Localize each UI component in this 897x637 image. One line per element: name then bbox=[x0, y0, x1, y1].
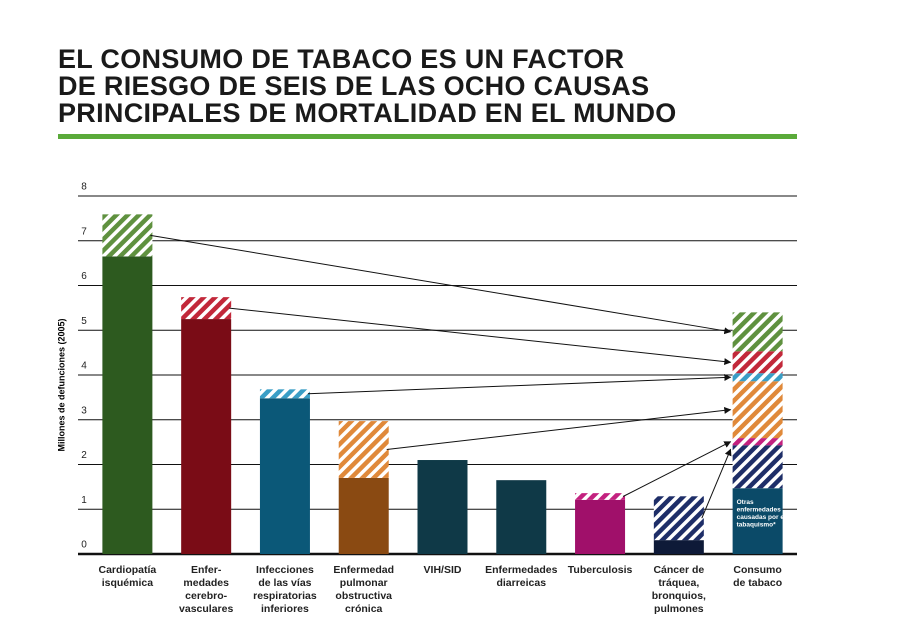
bar bbox=[102, 256, 153, 554]
x-tick-label: cerebro- bbox=[185, 590, 228, 602]
x-tick-label: Enfermedad bbox=[333, 564, 394, 576]
x-tick-label: de las vías bbox=[258, 577, 311, 589]
x-tick-label: inferiores bbox=[261, 603, 309, 615]
bar-hatched bbox=[732, 312, 783, 352]
x-tick-label: Infecciones bbox=[256, 564, 314, 576]
annotation: enfermedades bbox=[737, 506, 781, 513]
bar bbox=[653, 540, 704, 554]
x-tick-label: respiratorias bbox=[253, 590, 317, 602]
y-tick-label: 1 bbox=[81, 495, 87, 506]
bar bbox=[181, 319, 232, 554]
y-tick-label: 7 bbox=[81, 226, 87, 237]
arrow bbox=[386, 406, 732, 451]
annotation: Otras bbox=[737, 499, 754, 506]
x-tick-label: VIH/SID bbox=[424, 564, 462, 576]
x-tick-label: medades bbox=[183, 577, 229, 589]
x-tick-label: Tuberculosis bbox=[568, 564, 633, 576]
bar-hatched bbox=[338, 421, 389, 478]
x-tick-label: crónica bbox=[345, 603, 383, 615]
bar-hatched bbox=[732, 351, 783, 374]
y-tick-label: 5 bbox=[81, 316, 87, 327]
bar bbox=[496, 480, 547, 554]
x-tick-label: Cardiopatía bbox=[99, 564, 157, 576]
bar-hatched bbox=[732, 381, 783, 439]
y-tick-label: 2 bbox=[81, 450, 87, 461]
bar-hatched bbox=[259, 389, 310, 399]
x-tick-label: vasculares bbox=[179, 603, 233, 615]
y-tick-label: 0 bbox=[81, 540, 87, 551]
x-tick-label: tráquea, bbox=[658, 577, 699, 589]
annotation: causadas por el bbox=[737, 514, 786, 521]
y-axis-label: Millones de defunciones (2005) bbox=[56, 318, 66, 451]
bar-hatched bbox=[732, 445, 783, 489]
arrow bbox=[150, 234, 732, 335]
x-tick-label: bronquios, bbox=[652, 590, 706, 602]
x-tick-label: de tabaco bbox=[733, 577, 782, 589]
bar bbox=[417, 460, 468, 554]
arrow bbox=[229, 307, 732, 366]
x-tick-label: pulmones bbox=[654, 603, 704, 615]
x-tick-label: Consumo bbox=[733, 564, 781, 576]
y-tick-label: 3 bbox=[81, 405, 87, 416]
chart-title: DE RIESGO DE SEIS DE LAS OCHO CAUSAS bbox=[58, 71, 649, 101]
bar bbox=[575, 499, 626, 554]
x-tick-label: diarreicas bbox=[496, 577, 546, 589]
y-tick-label: 4 bbox=[81, 361, 87, 372]
arrow bbox=[307, 373, 732, 395]
bar-hatched bbox=[181, 297, 232, 320]
bar-hatched bbox=[575, 493, 626, 500]
x-tick-label: isquémica bbox=[102, 577, 154, 589]
x-tick-label: pulmonar bbox=[340, 577, 388, 589]
chart-title: EL CONSUMO DE TABACO ES UN FACTOR bbox=[58, 44, 624, 74]
chart-title: PRINCIPALES DE MORTALIDAD EN EL MUNDO bbox=[58, 98, 677, 128]
bar-hatched bbox=[732, 373, 783, 382]
bar-hatched bbox=[732, 438, 783, 446]
bar bbox=[732, 488, 783, 554]
bar-hatched bbox=[653, 496, 704, 541]
title-rule bbox=[58, 134, 797, 139]
x-tick-label: Enfer- bbox=[191, 564, 222, 576]
y-tick-label: 8 bbox=[81, 182, 87, 193]
arrow bbox=[701, 448, 732, 519]
bar-hatched bbox=[102, 214, 153, 257]
x-tick-label: Enfermedades bbox=[485, 564, 558, 576]
arrow bbox=[622, 441, 732, 497]
x-tick-label: obstructiva bbox=[335, 590, 392, 602]
bar bbox=[259, 398, 310, 554]
annotation: tabaquismo* bbox=[737, 521, 776, 528]
x-tick-label: Cáncer de bbox=[653, 564, 704, 576]
bar bbox=[338, 477, 389, 554]
y-tick-label: 6 bbox=[81, 271, 87, 282]
